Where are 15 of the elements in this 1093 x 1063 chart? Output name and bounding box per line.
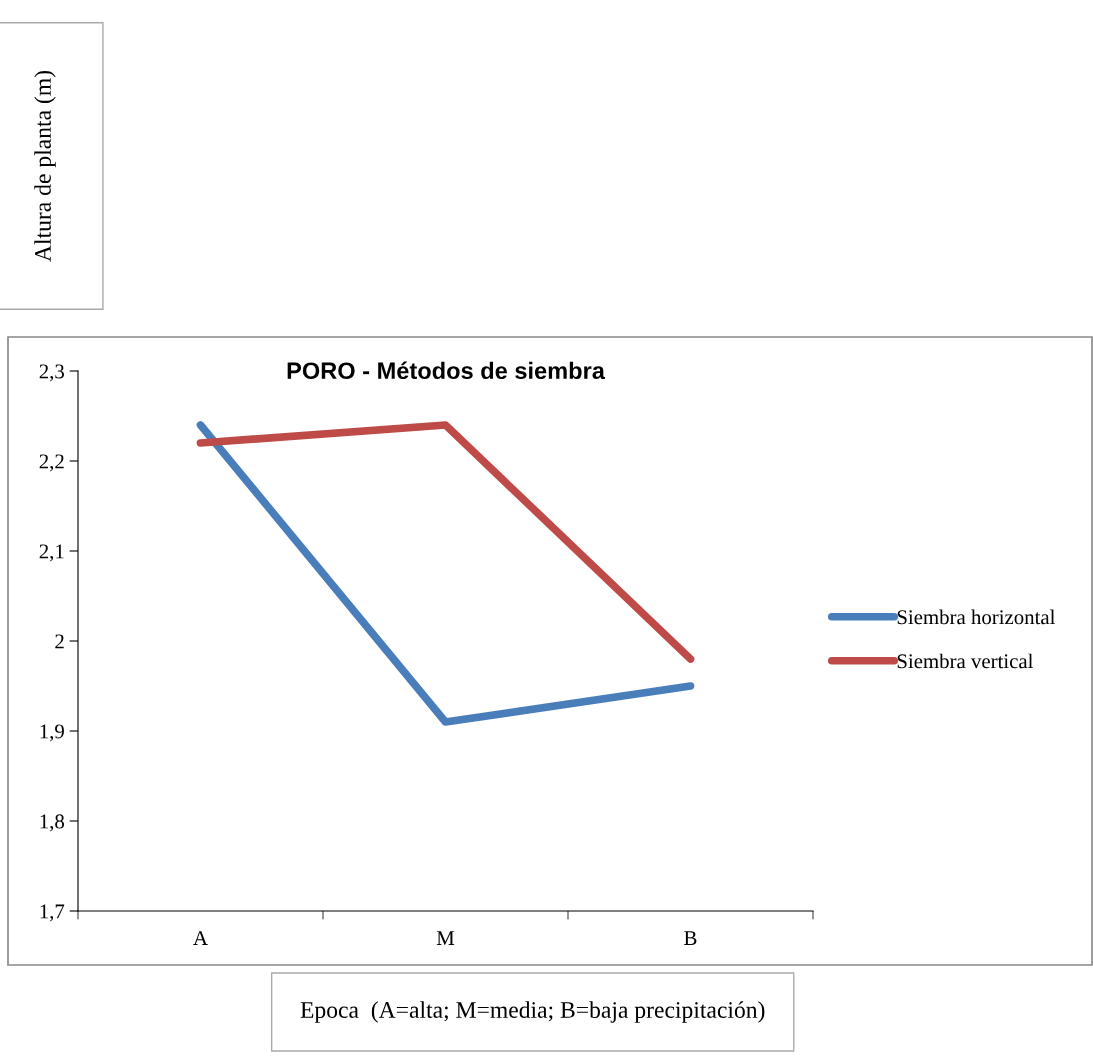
x-axis-title: Epoca (A=alta; M=media; B=baja precipitación) xyxy=(300,1001,765,1023)
y-tick-label: 2 xyxy=(55,634,64,649)
y-tick-label: 2,2 xyxy=(39,454,64,472)
y-tick-label: 1,9 xyxy=(40,724,64,742)
chart-title: PORO - Métodos de siembra xyxy=(287,361,606,380)
y-axis-title: Altura de planta (m) xyxy=(34,70,56,262)
y-tick-label: 1,8 xyxy=(40,814,65,832)
legend-label: Siembra horizontal xyxy=(897,609,1056,625)
x-tick-label: B xyxy=(684,931,697,945)
y-tick-label: 2,1 xyxy=(39,544,64,562)
y-tick-label: 1,7 xyxy=(40,904,65,922)
legend-label: Siembra vertical xyxy=(897,653,1034,669)
y-tick-label: 2,3 xyxy=(39,364,64,382)
x-tick-label: A xyxy=(193,931,208,945)
x-tick-label: M xyxy=(436,931,455,945)
